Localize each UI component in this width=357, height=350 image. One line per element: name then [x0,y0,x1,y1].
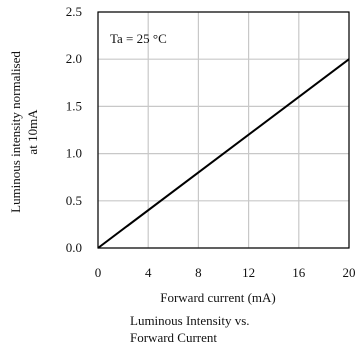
grid [97,11,350,249]
y-tick-label: 1.0 [66,146,82,161]
chart: 0 4 8 12 16 20 0.00.51.01.52.02.5 Ta = 25 °C … [8,4,356,305]
x-tick-label: 20 [343,265,356,280]
caption-line-1: Luminous Intensity vs. [130,313,250,328]
y-axis-label-line2: at 10mA [25,109,40,155]
y-axis-label-line1: Luminous intensity normalised [8,51,23,213]
series-line [97,58,350,249]
x-tick-label: 4 [145,265,152,280]
y-tick-label: 0.5 [66,193,82,208]
x-tick-label: 16 [292,265,306,280]
x-tick-label: 0 [95,265,102,280]
y-tick-label: 2.0 [66,51,82,66]
y-tick-label: 1.5 [66,98,82,113]
x-tick-labels: 0 4 8 12 16 20 [95,265,356,280]
y-tick-label: 2.5 [66,4,82,19]
y-tick-label: 0.0 [66,240,82,255]
annotation-ta: Ta = 25 °C [110,31,167,46]
x-tick-label: 12 [242,265,255,280]
x-axis-label: Forward current (mA) [160,290,276,305]
plot-frame [97,11,350,249]
chart-caption: Luminous Intensity vs. Forward Current [130,312,350,346]
caption-line-2: Forward Current [130,330,218,345]
y-tick-labels: 0.0 0.5 1.0 1.5 2.0 2.5 [66,4,82,255]
series-layer [97,58,350,249]
x-tick-label: 8 [195,265,202,280]
